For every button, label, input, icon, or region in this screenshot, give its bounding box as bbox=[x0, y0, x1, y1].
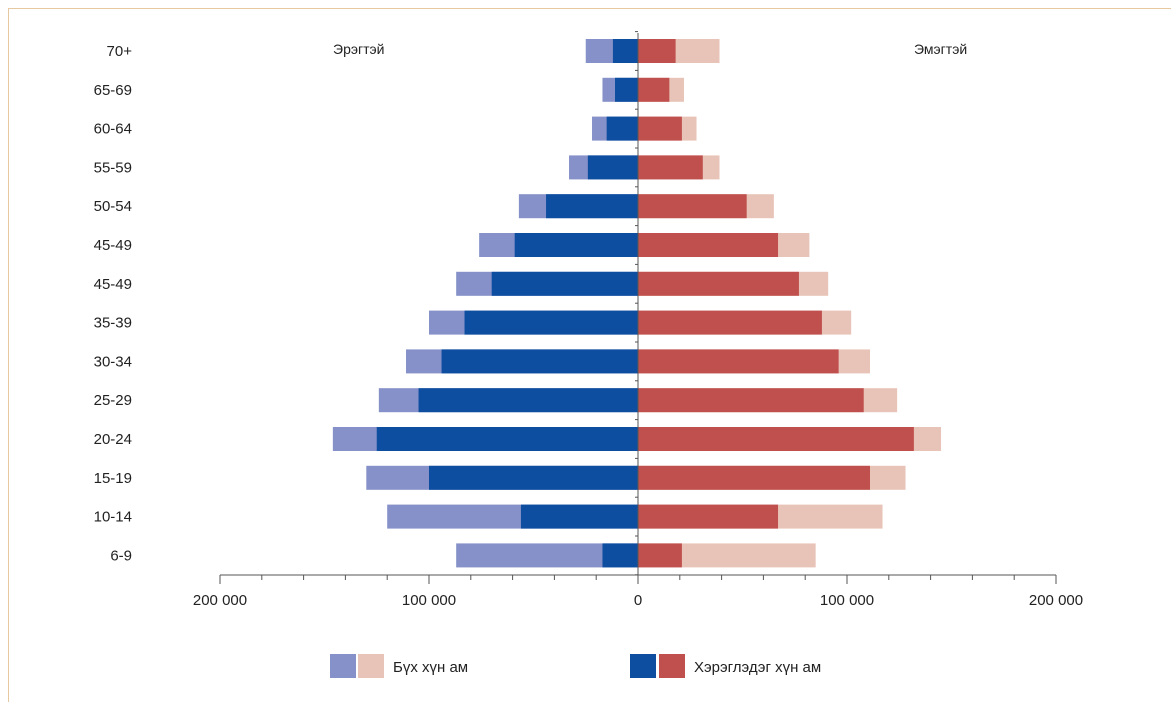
x-tick-label: 200 000 bbox=[1029, 592, 1083, 609]
category-label: 15-19 bbox=[94, 470, 132, 487]
x-tick-label: 100 000 bbox=[402, 592, 456, 609]
x-tick-label: 100 000 bbox=[820, 592, 874, 609]
category-label: 50-54 bbox=[94, 198, 132, 215]
category-label: 60-64 bbox=[94, 121, 132, 138]
bar-male-users bbox=[520, 504, 638, 529]
legend-swatch-users-female bbox=[659, 654, 685, 678]
legend: Бүх хүн ам Хэрэглэдэг хүн ам bbox=[330, 654, 821, 678]
bar-female-users bbox=[638, 271, 799, 296]
bar-female-users bbox=[638, 504, 779, 529]
category-label: 20-24 bbox=[94, 431, 132, 448]
legend-swatch-total-male bbox=[330, 654, 356, 678]
bar-male-users bbox=[464, 310, 638, 335]
bar-male-users bbox=[491, 271, 638, 296]
category-label: 45-49 bbox=[94, 237, 132, 254]
bar-female-users bbox=[638, 465, 870, 490]
chart-frame: 200 000 100 000 0 100 000 200 000 70+ 65-69 60… bbox=[8, 8, 1171, 702]
bar-female-users bbox=[638, 116, 682, 141]
category-label: 6-9 bbox=[110, 547, 132, 564]
bar-male-users bbox=[418, 388, 638, 413]
bar-female-users bbox=[638, 349, 839, 374]
category-label: 10-14 bbox=[94, 509, 132, 526]
category-label: 70+ bbox=[107, 43, 133, 60]
legend-label-users: Хэрэглэдэг хүн ам bbox=[694, 659, 821, 676]
bar-female-users bbox=[638, 77, 670, 102]
x-tick-label: 200 000 bbox=[193, 592, 247, 609]
population-pyramid-chart: 200 000 100 000 0 100 000 200 000 70+ 65-69 60… bbox=[94, 31, 1083, 678]
bar-female-users bbox=[638, 310, 822, 335]
bar-male-users bbox=[514, 233, 638, 257]
left-side-label: Эрэгтэй bbox=[333, 41, 384, 57]
right-side-label: Эмэгтэй bbox=[914, 41, 967, 57]
bar-male-users bbox=[546, 194, 638, 219]
legend-swatch-total-female bbox=[358, 654, 384, 678]
category-label: 55-59 bbox=[94, 159, 132, 176]
bar-male-users bbox=[615, 77, 638, 102]
category-label: 65-69 bbox=[94, 82, 132, 99]
bar-male-users bbox=[441, 349, 638, 374]
bar-female-users bbox=[638, 233, 779, 257]
category-labels: 70+ 65-69 60-64 55-59 50-54 45-49 45-49 35-39 30… bbox=[94, 43, 133, 564]
bar-female-users bbox=[638, 427, 914, 451]
bar-male-users bbox=[429, 465, 638, 490]
bar-male-users bbox=[612, 39, 638, 63]
bar-male-users bbox=[606, 116, 638, 141]
category-label: 45-49 bbox=[94, 276, 132, 293]
bar-female-users bbox=[638, 194, 747, 219]
bar-female-users bbox=[638, 39, 676, 63]
category-label: 25-29 bbox=[94, 392, 132, 409]
bars-layer bbox=[332, 39, 942, 568]
category-label: 30-34 bbox=[94, 353, 132, 370]
bar-female-users bbox=[638, 388, 864, 413]
bar-male-users bbox=[602, 543, 638, 568]
axes-layer: 200 000 100 000 0 100 000 200 000 bbox=[193, 31, 1083, 609]
category-label: 35-39 bbox=[94, 315, 132, 332]
bar-male-users bbox=[587, 155, 638, 180]
bar-male-users bbox=[376, 427, 638, 451]
bar-female-users bbox=[638, 155, 703, 180]
bar-female-users bbox=[638, 543, 682, 568]
legend-swatch-users-male bbox=[630, 654, 656, 678]
legend-label-total: Бүх хүн ам bbox=[393, 659, 468, 676]
x-tick-label: 0 bbox=[634, 592, 642, 609]
